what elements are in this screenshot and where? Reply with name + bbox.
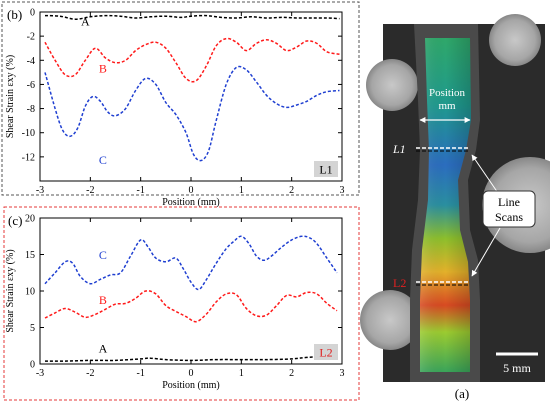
y-tick-label: -6 <box>27 80 35 91</box>
y-tick-label: -8 <box>27 104 35 115</box>
series-label-C: C <box>99 248 107 262</box>
series-line-C <box>44 65 340 162</box>
y-tick-label: 15 <box>25 250 35 261</box>
scan-line-2-label: L2 <box>393 276 406 290</box>
y-tick-label: 0 <box>30 360 35 371</box>
scan-line-1-label: L1 <box>392 142 406 156</box>
x-tick-label: 3 <box>340 185 345 196</box>
y-tick-label: 10 <box>25 287 35 298</box>
plot-area-c <box>39 217 343 365</box>
plot-area-b <box>39 11 343 182</box>
panel-c-frame <box>3 206 360 401</box>
x-tick-label: -1 <box>136 368 144 379</box>
series-line-B <box>44 290 338 323</box>
x-tick-label: -3 <box>36 368 44 379</box>
chart-c-plot: -3 -2 -1 0 1 2 3 0 5 10 15 20 Position (mm) Shear Str… <box>5 214 345 392</box>
panel-b-frame <box>1 1 360 196</box>
series-line-A <box>44 355 338 362</box>
x-tick-label: -2 <box>86 185 94 196</box>
panel-a: Position mm L1 L2 Line Scans 5 mm <box>360 14 550 382</box>
scale-bar-label: 5 mm <box>503 361 531 375</box>
callout-arrow-upper <box>471 154 499 194</box>
grip-bottom-left <box>360 290 420 350</box>
panel-tag-box <box>314 344 338 360</box>
x-tick-label: -1 <box>136 185 144 196</box>
panel-b-label: (b) <box>7 7 22 22</box>
x-tick-label: 3 <box>340 368 345 379</box>
y-tick-label: -4 <box>27 56 35 67</box>
panel-a-label: (a) <box>455 386 469 401</box>
series-line-C <box>44 235 338 291</box>
y-tick-label: 20 <box>25 214 35 225</box>
grip-top-right <box>489 14 541 66</box>
x-tick-label: 0 <box>189 185 194 196</box>
x-tick-label: 1 <box>239 185 244 196</box>
x-tick-label: 2 <box>289 368 294 379</box>
x-tick-label: 2 <box>289 185 294 196</box>
panel-c: (c) -3 -2 -1 0 1 2 3 0 5 10 15 20 Position (mm) Shear… <box>3 206 360 401</box>
series-label-B: B <box>99 61 107 75</box>
x-tick-label: 1 <box>239 368 244 379</box>
series-label-A: A <box>99 341 108 355</box>
y-tick-label: -2 <box>27 32 35 43</box>
series-line-B <box>44 37 340 83</box>
position-label: Position <box>429 87 466 99</box>
position-unit-label: mm <box>438 100 456 112</box>
panel-tag-label: L1 <box>319 163 332 177</box>
y-tick-label: 0 <box>30 8 35 19</box>
y-axis-label: Shear Strain εxy (%) <box>5 249 16 332</box>
x-axis-label: Position (mm) <box>162 380 220 391</box>
callout-arrow-lower <box>471 227 501 277</box>
y-tick-label: -10 <box>22 128 35 139</box>
series-label-B: B <box>99 293 107 307</box>
callout-label-line2: Scans <box>495 210 523 224</box>
panel-tag-label: L2 <box>319 346 332 360</box>
grip-top-left <box>366 59 418 111</box>
y-tick-label: -12 <box>22 152 35 163</box>
y-axis-label: Shear Strain εxy (%) <box>5 55 16 138</box>
series-line-A <box>44 14 340 20</box>
x-tick-label: -3 <box>36 185 44 196</box>
panel-c-label: (c) <box>8 213 22 228</box>
series-label-C: C <box>99 153 107 167</box>
y-tick-label: 5 <box>30 323 35 334</box>
x-tick-label: -2 <box>86 368 94 379</box>
x-tick-label: 0 <box>189 368 194 379</box>
callout-label-line1: Line <box>498 195 520 209</box>
panel-tag-box <box>314 161 338 177</box>
series-label-A: A <box>81 14 90 28</box>
x-axis-label: Position (mm) <box>162 197 220 208</box>
callout-box <box>482 190 536 228</box>
